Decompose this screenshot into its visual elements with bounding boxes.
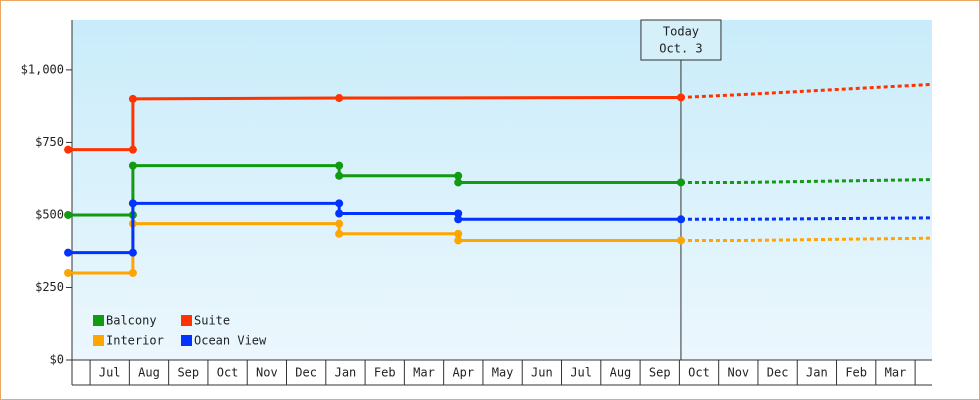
x-tick-label: May: [492, 366, 514, 380]
x-tick-label: Jul: [99, 366, 121, 380]
x-tick-label: Feb: [374, 366, 396, 380]
price-point: [454, 171, 463, 180]
price-point: [676, 178, 685, 187]
price-point: [454, 229, 463, 238]
price-point: [454, 215, 463, 224]
price-point: [676, 93, 685, 102]
y-tick-label: $750: [35, 135, 64, 149]
legend-label: Interior: [106, 334, 164, 348]
price-point: [335, 209, 344, 218]
x-tick-label: Nov: [256, 366, 278, 380]
price-point: [335, 229, 344, 238]
today-label: Oct. 3: [659, 42, 702, 56]
legend-label: Ocean View: [194, 334, 267, 348]
x-tick-label: Sep: [649, 366, 671, 380]
price-point: [128, 248, 137, 257]
price-point: [454, 209, 463, 218]
price-point: [64, 268, 73, 277]
price-point: [454, 236, 463, 245]
plot-area: [72, 20, 932, 360]
x-tick-label: Feb: [845, 366, 867, 380]
y-tick-label: $0: [50, 353, 64, 367]
price-point: [128, 145, 137, 154]
y-tick-label: $500: [35, 207, 64, 221]
legend-swatch: [93, 335, 104, 346]
x-tick-label: Jun: [531, 366, 553, 380]
y-tick-label: $250: [35, 280, 64, 294]
today-label: Today: [663, 25, 699, 39]
price-point: [64, 248, 73, 257]
legend-label: Balcony: [106, 314, 157, 328]
x-tick-label: Oct: [688, 366, 710, 380]
legend-label: Suite: [194, 314, 230, 328]
x-tick-label: Jan: [335, 366, 357, 380]
x-tick-label: Nov: [727, 366, 749, 380]
x-tick-label: Sep: [177, 366, 199, 380]
today-box: [640, 19, 722, 61]
price-point: [454, 178, 463, 187]
legend-swatch: [93, 315, 104, 326]
x-tick-label: Aug: [610, 366, 632, 380]
price-point: [335, 219, 344, 228]
x-tick-label: Oct: [217, 366, 239, 380]
price-point: [128, 94, 137, 103]
x-tick-label: Mar: [885, 366, 907, 380]
x-tick-label: Jul: [570, 366, 592, 380]
x-tick-label: Apr: [452, 366, 474, 380]
price-point: [128, 161, 137, 170]
price-point: [676, 236, 685, 245]
price-point: [335, 199, 344, 208]
price-point: [64, 210, 73, 219]
x-tick-label: Jan: [806, 366, 828, 380]
legend-swatch: [181, 335, 192, 346]
price-point: [335, 94, 344, 103]
x-tick-label: Dec: [295, 366, 317, 380]
y-tick-label: $1,000: [21, 62, 64, 76]
x-tick-label: Aug: [138, 366, 160, 380]
price-point: [64, 145, 73, 154]
x-tick-label: Dec: [767, 366, 789, 380]
price-point: [676, 215, 685, 224]
price-point: [335, 161, 344, 170]
price-point: [128, 268, 137, 277]
x-tick-label: Mar: [413, 366, 435, 380]
price-point: [128, 199, 137, 208]
legend-swatch: [181, 315, 192, 326]
price-point: [335, 171, 344, 180]
